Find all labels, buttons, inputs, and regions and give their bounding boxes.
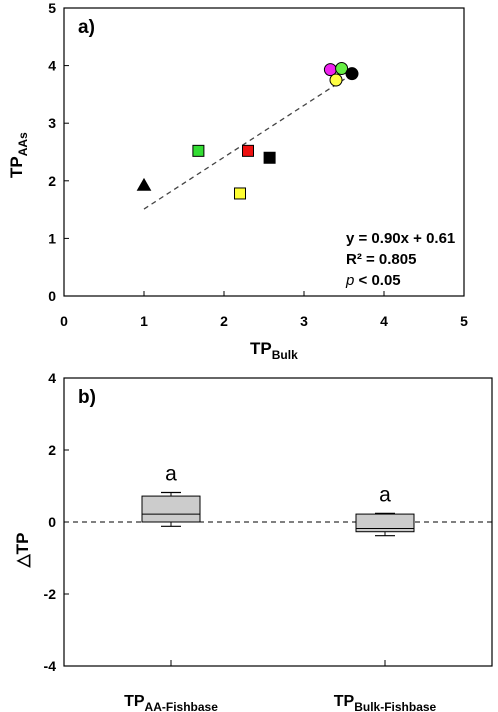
significance-letter: a xyxy=(165,462,177,485)
y-axis-title: TPAAs xyxy=(7,132,30,178)
trendline xyxy=(143,73,353,210)
y-tick-label: -4 xyxy=(44,658,57,674)
data-point xyxy=(192,144,205,157)
panel-b-x-axis: TPAA-Fishbase TPBulk-Fishbase xyxy=(124,660,437,712)
x-category-main: TP xyxy=(124,693,145,710)
panel-b-label: b) xyxy=(78,387,96,408)
panel-a-plot-frame xyxy=(63,7,465,297)
data-point xyxy=(234,187,246,200)
panel-a-label: a) xyxy=(78,17,95,38)
p-value: p < 0.05 xyxy=(345,272,401,289)
y-tick-label: 4 xyxy=(48,58,56,74)
data-point xyxy=(345,67,359,81)
panel-a-y-axis: 0 1 2 3 4 5 xyxy=(48,0,69,304)
p-symbol: p xyxy=(345,272,354,289)
x-axis-title-main: TP xyxy=(250,339,272,358)
y-tick-label: 2 xyxy=(48,442,56,458)
x-tick-label: 4 xyxy=(380,313,388,329)
data-point xyxy=(136,177,152,191)
x-category-sub: Bulk-Fishbase xyxy=(354,700,436,712)
regression-equation: y = 0.90x + 0.61 xyxy=(346,230,455,247)
significance-letter: a xyxy=(379,483,391,506)
panel-a: a) 0 1 2 3 4 5 0 1 2 3 4 5 y = 0.90x + 0.61 R² = 0… xyxy=(7,0,468,362)
panel-a-x-axis: 0 1 2 3 4 5 xyxy=(60,291,468,329)
x-tick-label: 0 xyxy=(60,313,68,329)
y-tick-label: -2 xyxy=(44,586,57,602)
x-tick-label: 2 xyxy=(220,313,228,329)
y-tick-label: 0 xyxy=(48,514,56,530)
x-axis-title-sub: Bulk xyxy=(272,348,298,362)
data-point xyxy=(335,61,349,75)
y-tick-label: 1 xyxy=(48,230,56,246)
y-tick-label: 4 xyxy=(48,370,56,386)
x-tick-label: 1 xyxy=(140,313,148,329)
delta-tp-axis-title: △TP xyxy=(13,533,32,569)
data-point xyxy=(263,151,276,164)
x-category-label: TPBulk-Fishbase xyxy=(334,693,437,712)
x-axis-title: TPBulk xyxy=(250,339,298,362)
x-category-sub: AA-Fishbase xyxy=(145,700,219,712)
panel-b-y-axis: -4 -2 0 2 4 xyxy=(44,370,69,674)
box xyxy=(141,495,201,523)
x-tick-label: 3 xyxy=(300,313,308,329)
p-value-text: < 0.05 xyxy=(354,272,400,289)
data-point xyxy=(329,73,343,87)
y-tick-label: 5 xyxy=(48,0,56,16)
panel-b-boxes: aa xyxy=(141,462,415,537)
panel-a-data-points xyxy=(136,61,359,200)
x-category-main: TP xyxy=(334,693,355,710)
y-tick-label: 3 xyxy=(48,115,56,131)
x-category-label: TPAA-Fishbase xyxy=(124,693,218,712)
y-axis-title-main: TP xyxy=(7,156,26,178)
y-tick-label: 2 xyxy=(48,173,56,189)
data-point xyxy=(242,144,254,157)
x-tick-label: 5 xyxy=(460,313,468,329)
y-tick-label: 0 xyxy=(48,288,56,304)
y-axis-title-sub: AAs xyxy=(16,132,30,156)
r-squared: R² = 0.805 xyxy=(346,251,416,268)
box xyxy=(355,513,415,533)
